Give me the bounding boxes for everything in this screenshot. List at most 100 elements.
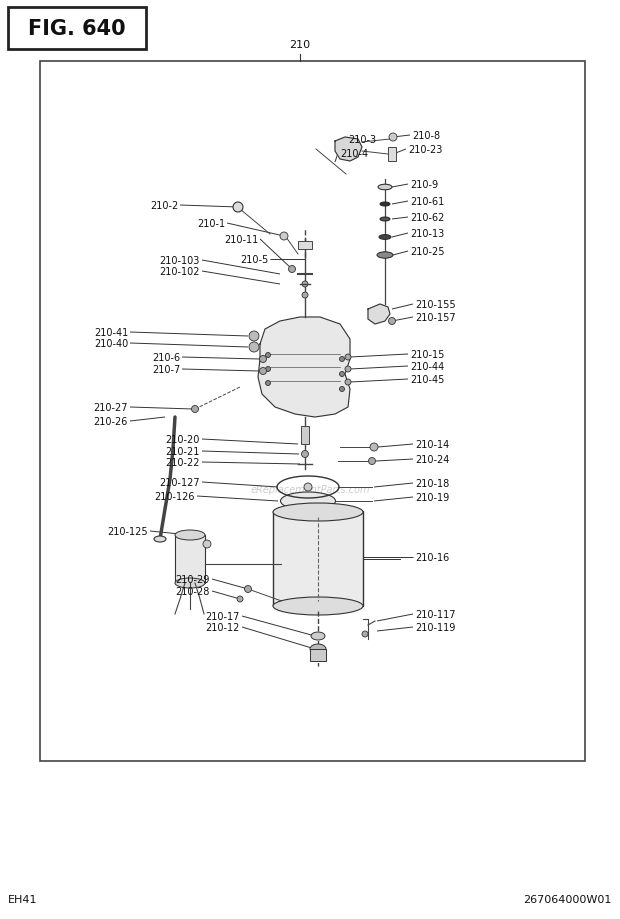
Text: 210: 210 [290, 40, 311, 50]
Text: 210-125: 210-125 [107, 527, 148, 537]
Circle shape [192, 406, 198, 413]
Circle shape [345, 380, 351, 386]
Circle shape [244, 586, 252, 593]
Text: 210-41: 210-41 [94, 328, 128, 337]
Circle shape [302, 282, 308, 288]
Text: 210-62: 210-62 [410, 213, 445, 222]
Bar [175, 536, 205, 584]
Circle shape [280, 233, 288, 241]
Text: 210-29: 210-29 [175, 574, 210, 584]
Text: 210-155: 210-155 [415, 300, 456, 310]
Ellipse shape [175, 578, 205, 588]
Text: FIG. 640: FIG. 640 [28, 19, 126, 39]
Circle shape [370, 444, 378, 451]
Ellipse shape [378, 185, 392, 190]
Text: 210-3: 210-3 [348, 135, 376, 145]
Circle shape [260, 356, 267, 363]
Circle shape [345, 355, 351, 360]
Ellipse shape [273, 597, 363, 616]
Text: 210-103: 210-103 [159, 255, 200, 266]
Ellipse shape [311, 632, 325, 641]
Bar [388, 148, 396, 162]
Text: 210-25: 210-25 [410, 246, 445, 256]
Text: 210-18: 210-18 [415, 479, 450, 489]
Text: 210-27: 210-27 [94, 403, 128, 413]
Ellipse shape [154, 537, 166, 542]
Text: 210-117: 210-117 [415, 609, 456, 619]
Circle shape [304, 483, 312, 492]
Circle shape [340, 372, 345, 377]
Circle shape [233, 203, 243, 213]
Bar [310, 650, 326, 662]
Ellipse shape [175, 530, 205, 540]
Text: 267064000W01: 267064000W01 [524, 894, 612, 904]
Circle shape [203, 540, 211, 549]
Polygon shape [335, 138, 362, 162]
Ellipse shape [280, 493, 335, 510]
Circle shape [260, 369, 267, 375]
Circle shape [340, 357, 345, 362]
Text: 210-6: 210-6 [152, 353, 180, 363]
Text: 210-102: 210-102 [159, 267, 200, 277]
Polygon shape [368, 305, 390, 324]
Bar [301, 426, 309, 445]
Text: 210-7: 210-7 [152, 365, 180, 375]
Text: 210-45: 210-45 [410, 375, 445, 384]
Circle shape [389, 318, 396, 325]
Bar [8, 8, 146, 50]
Text: 210-126: 210-126 [154, 492, 195, 502]
Text: 210-19: 210-19 [415, 493, 450, 503]
Circle shape [301, 451, 309, 458]
Text: 210-22: 210-22 [166, 458, 200, 468]
Text: 210-44: 210-44 [410, 361, 445, 371]
Ellipse shape [380, 218, 390, 221]
Circle shape [265, 367, 270, 372]
Text: 210-119: 210-119 [415, 622, 455, 632]
Text: 210-157: 210-157 [415, 312, 456, 323]
Text: 210-16: 210-16 [415, 552, 450, 562]
Text: 210-17: 210-17 [206, 611, 240, 621]
Text: 210-5: 210-5 [240, 255, 268, 265]
Text: 210-127: 210-127 [159, 478, 200, 487]
Circle shape [389, 134, 397, 142]
Circle shape [265, 381, 270, 386]
Text: 210-28: 210-28 [175, 586, 210, 596]
Text: 210-20: 210-20 [166, 435, 200, 445]
Circle shape [340, 387, 345, 392]
Circle shape [249, 343, 259, 353]
Circle shape [249, 332, 259, 342]
Ellipse shape [379, 235, 391, 240]
Text: 210-13: 210-13 [410, 229, 445, 239]
Bar [298, 242, 312, 250]
Circle shape [345, 367, 351, 372]
Ellipse shape [310, 644, 326, 654]
Text: 210-15: 210-15 [410, 349, 445, 359]
Text: 210-40: 210-40 [94, 338, 128, 348]
Bar [40, 62, 585, 761]
Text: 210-26: 210-26 [94, 416, 128, 426]
Text: 210-8: 210-8 [412, 130, 440, 141]
Circle shape [288, 267, 296, 273]
Text: 210-2: 210-2 [150, 200, 178, 210]
Circle shape [302, 292, 308, 299]
Polygon shape [258, 318, 350, 417]
Ellipse shape [377, 253, 393, 259]
Ellipse shape [380, 203, 390, 207]
Text: EH41: EH41 [8, 894, 37, 904]
Text: 210-24: 210-24 [415, 455, 450, 464]
Text: 210-9: 210-9 [410, 180, 438, 190]
Bar [273, 512, 363, 607]
Circle shape [362, 631, 368, 637]
Text: 210-21: 210-21 [166, 447, 200, 457]
Text: 210-1: 210-1 [197, 219, 225, 229]
Ellipse shape [273, 504, 363, 521]
Circle shape [237, 596, 243, 602]
Text: eReplacementParts.com: eReplacementParts.com [250, 484, 370, 494]
Text: 210-12: 210-12 [206, 622, 240, 632]
Text: 210-11: 210-11 [224, 234, 258, 244]
Circle shape [368, 458, 376, 465]
Text: 210-23: 210-23 [408, 145, 443, 154]
Circle shape [265, 353, 270, 358]
Text: 210-4: 210-4 [340, 149, 368, 159]
Text: 210-14: 210-14 [415, 439, 450, 449]
